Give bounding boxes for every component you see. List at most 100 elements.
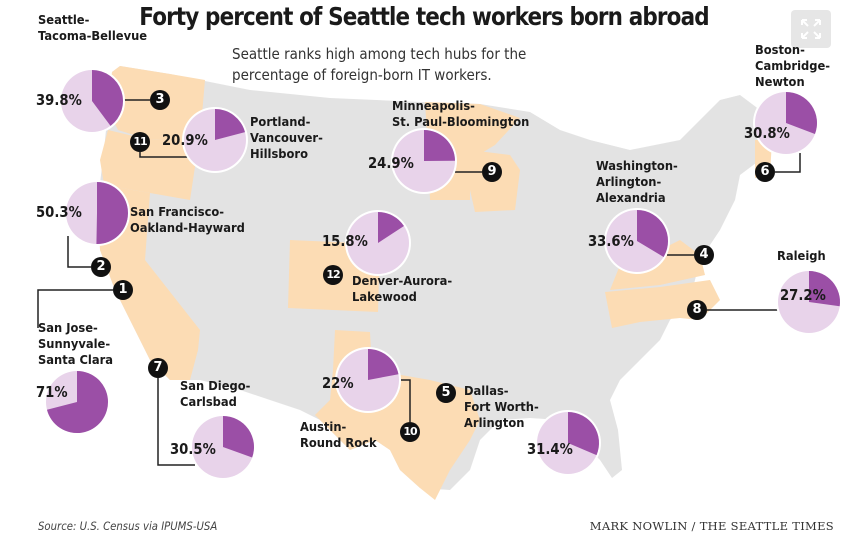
metro-name-label: San Jose- Sunnyvale- Santa Clara (38, 320, 113, 368)
metro-name-label: Seattle- Tacoma-Bellevue (38, 12, 147, 44)
percent-label: 22% (322, 374, 354, 392)
expand-arrows-icon (801, 19, 821, 39)
metro-name-line: Arlington- (596, 174, 662, 189)
metro-name-line: Santa Clara (38, 352, 114, 367)
metro-name-line: Portland- (250, 114, 311, 129)
rank-badge: 9 (482, 162, 502, 182)
metro-name-line: Minneapolis- (392, 98, 475, 113)
rank-badge: 4 (694, 245, 714, 265)
percent-label: 27.2% (780, 286, 826, 304)
metro-name-line: Austin- (300, 419, 347, 434)
metro-name-line: Newton (755, 74, 805, 89)
metro-name-line: Sunnyvale- (38, 336, 111, 351)
leader-line (67, 236, 91, 268)
source-note: Source: U.S. Census via IPUMS-USA (38, 519, 218, 533)
metro-name-line: Carlsbad (180, 394, 237, 409)
pie-chart-rank-2 (64, 180, 130, 246)
metro-name-label: Portland- Vancouver- Hillsboro (250, 114, 323, 162)
metro-name-label: Denver-Aurora- Lakewood (352, 273, 452, 305)
metro-name-label: San Diego- Carlsbad (180, 378, 250, 410)
metro-name-line: Tacoma-Bellevue (38, 28, 148, 43)
metro-name-line: St. Paul-Bloomington (392, 114, 530, 129)
pie-chart-rank-9 (391, 128, 457, 194)
pie-slice-foreign-born (378, 212, 404, 243)
metro-name-label: Austin- Round Rock (300, 419, 377, 451)
pie-slice-foreign-born (368, 349, 399, 380)
metro-name-label: San Francisco- Oakland-Hayward (130, 204, 245, 236)
metro-name-line: Washington- (596, 158, 678, 173)
percent-label: 71% (36, 383, 68, 401)
state-oregon (100, 130, 200, 200)
percent-label: 15.8% (322, 232, 368, 250)
percent-label: 31.4% (527, 440, 573, 458)
pie-chart-rank-10 (335, 347, 401, 413)
metro-name-label: Washington- Arlington- Alexandria (596, 158, 678, 206)
metro-name-line: Raleigh (777, 248, 826, 263)
metro-name-line: Cambridge- (755, 58, 831, 73)
percent-label: 24.9% (368, 154, 414, 172)
metro-name-line: Seattle- (38, 12, 90, 27)
subtitle: Seattle ranks high among tech hubs for t… (232, 44, 529, 86)
metro-name-line: Lakewood (352, 289, 417, 304)
percent-label: 33.6% (588, 232, 634, 250)
pie-slice-foreign-born (46, 371, 109, 433)
leader-line (139, 152, 190, 158)
pie-slice-foreign-born (568, 412, 599, 456)
us-base-map (98, 66, 770, 490)
pie-chart-rank-7 (190, 414, 256, 480)
metro-name-line: San Jose- (38, 320, 98, 335)
leader-line (37, 289, 113, 328)
leader-line (398, 379, 411, 422)
metro-name-line: Boston- (755, 42, 805, 57)
leader-line (775, 153, 801, 173)
pie-slice-foreign-born (96, 182, 128, 244)
leader-line (157, 378, 195, 466)
rank-badge: 7 (148, 358, 168, 378)
metro-name-line: Round Rock (300, 435, 377, 450)
pie-chart-rank-4 (604, 208, 670, 274)
pie-slice-foreign-born (92, 70, 123, 126)
rank-badge: 1 (113, 280, 133, 300)
metro-name-line: Hillsboro (250, 146, 309, 161)
subtitle-line: percentage of foreign-born IT workers. (232, 66, 492, 84)
percent-label: 20.9% (162, 131, 208, 149)
subtitle-line: Seattle ranks high among tech hubs for t… (232, 45, 527, 63)
metro-name-line: Dallas- (464, 383, 509, 398)
expand-button[interactable] (791, 10, 831, 48)
pie-slice-foreign-born (424, 130, 455, 161)
rank-badge: 12 (323, 265, 343, 285)
rank-badge: 8 (687, 300, 707, 320)
pie-slice-foreign-born (215, 109, 245, 140)
percent-label: 39.8% (36, 91, 82, 109)
percent-label: 30.5% (170, 440, 216, 458)
metro-name-line: San Diego- (180, 378, 251, 393)
pie-chart-rank-1 (44, 369, 110, 435)
metro-name-label: Dallas- Fort Worth- Arlington (464, 383, 539, 431)
pie-chart-rank-3 (59, 68, 125, 134)
rank-badge: 2 (91, 257, 111, 277)
rank-badge: 11 (130, 132, 150, 152)
rank-badge: 5 (436, 383, 456, 403)
pie-chart-rank-8 (776, 269, 842, 335)
metro-name-label: Minneapolis- St. Paul-Bloomington (392, 98, 529, 130)
pie-slice-foreign-born (809, 271, 840, 307)
metro-name-line: Fort Worth- (464, 399, 539, 414)
metro-name-label: Boston- Cambridge- Newton (755, 42, 830, 90)
metro-name-line: Alexandria (596, 190, 666, 205)
metro-name-label: Raleigh (777, 248, 826, 264)
page-title: Forty percent of Seattle tech workers bo… (139, 2, 709, 31)
rank-badge: 6 (755, 162, 775, 182)
pie-slice-foreign-born (637, 210, 668, 257)
rank-badge: 3 (150, 90, 170, 110)
state-california (98, 185, 200, 380)
pie-chart-rank-5 (535, 410, 601, 476)
credit-line: MARK NOWLIN / THE SEATTLE TIMES (589, 519, 834, 533)
metro-name-line: Vancouver- (250, 130, 323, 145)
percent-label: 50.3% (36, 203, 82, 221)
rank-badge: 10 (400, 422, 420, 442)
pie-slice-foreign-born (786, 92, 817, 135)
metro-name-line: Arlington (464, 415, 525, 430)
pie-chart-rank-12 (345, 210, 411, 276)
